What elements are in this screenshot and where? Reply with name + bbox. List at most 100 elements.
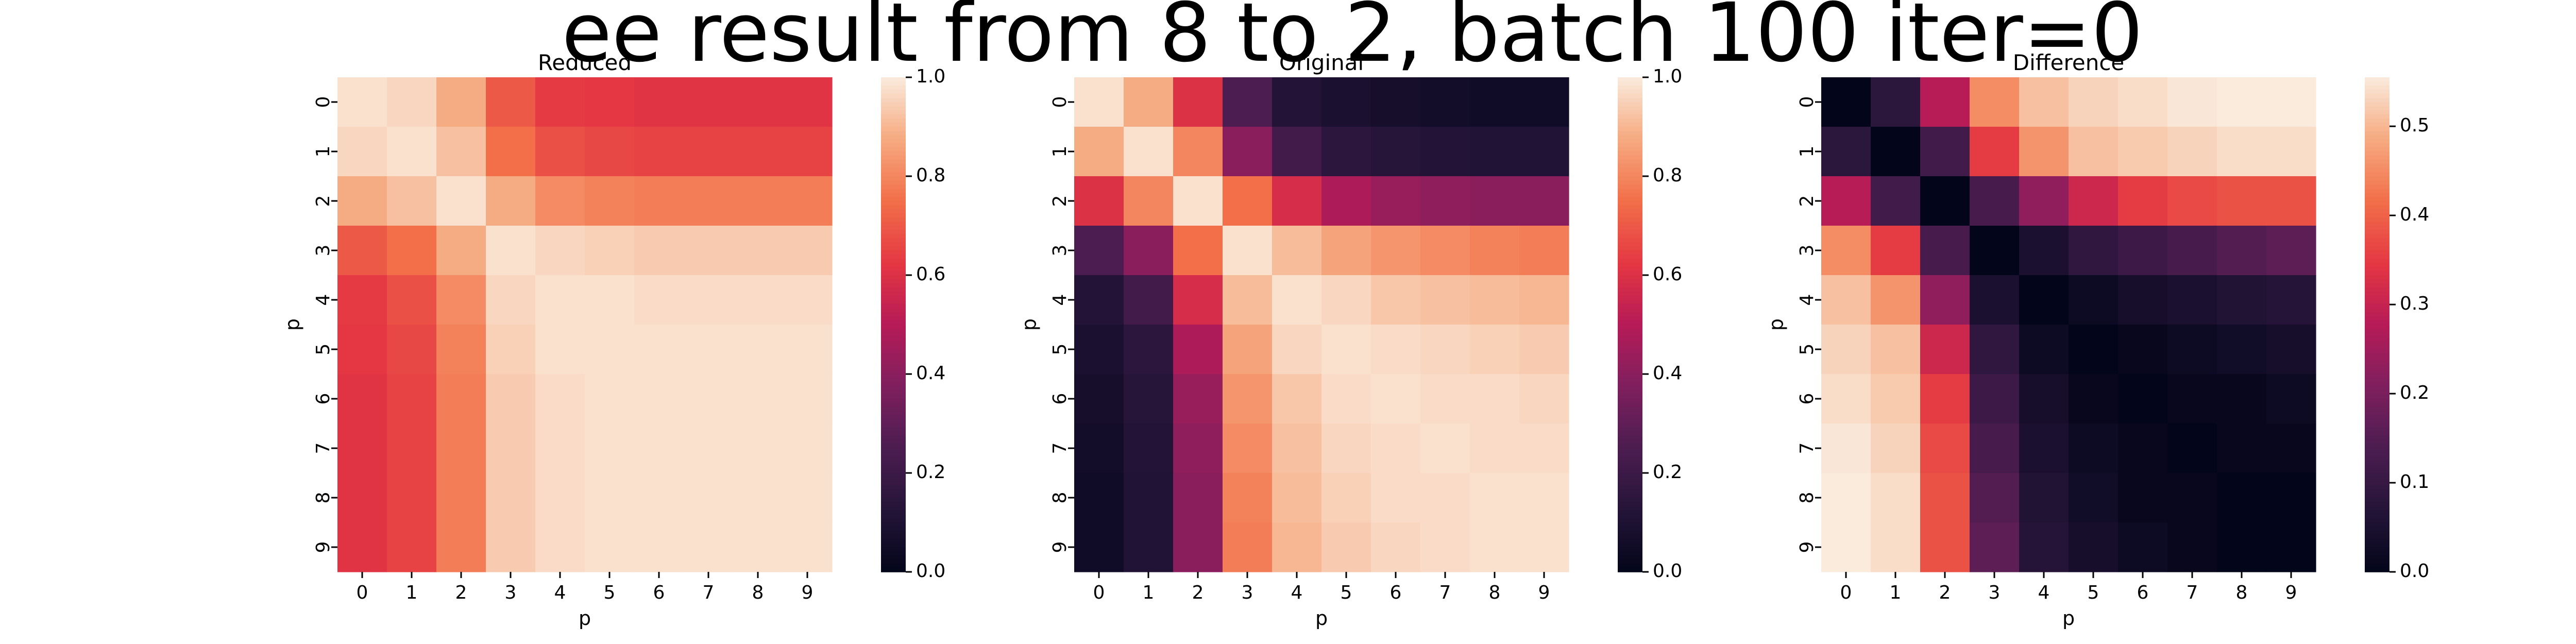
colorbar-segment <box>2365 114 2389 119</box>
heatmap-cell <box>1821 176 1871 226</box>
x-tick-label: 2 <box>1192 582 1204 603</box>
colorbar-segment <box>1618 283 1642 288</box>
colorbar-segment <box>1618 205 1642 210</box>
heatmap-cell <box>1223 77 1273 127</box>
colorbar-segment <box>2365 151 2389 156</box>
panel-title: Difference <box>2013 50 2125 75</box>
x-tick-label: 3 <box>505 582 517 603</box>
heatmap-cell <box>1970 226 2020 276</box>
heatmap-cell <box>2266 127 2316 177</box>
colorbar-segment <box>2365 316 2389 321</box>
colorbar-segment <box>881 106 906 111</box>
colorbar-segment <box>2365 374 2389 379</box>
colorbar-segment <box>2365 465 2389 469</box>
colorbar-segment <box>2365 180 2389 185</box>
heatmap-cell <box>1371 325 1421 375</box>
colorbar-segment <box>881 465 906 469</box>
heatmap-cell <box>2118 226 2168 276</box>
colorbar-segment <box>2365 143 2389 148</box>
colorbar-segment <box>2365 160 2389 164</box>
colorbar-segment <box>1618 131 1642 135</box>
heatmap-cell <box>1173 176 1223 226</box>
colorbar-segment <box>2365 193 2389 197</box>
heatmap-cell <box>1470 127 1520 177</box>
heatmap-cell <box>337 325 387 375</box>
colorbar: 0.0 0.2 0.4 0.6 0.8 1.0 <box>881 66 945 582</box>
colorbar-segment <box>2365 230 2389 234</box>
colorbar-segment <box>881 283 906 288</box>
heatmap-cell <box>783 275 833 325</box>
colorbar-segment <box>2365 197 2389 201</box>
colorbar-segment <box>2365 395 2389 399</box>
heatmap-cell <box>1871 275 1921 325</box>
colorbar-segment <box>1618 514 1642 519</box>
heatmap-cell <box>2167 325 2217 375</box>
y-tick-label: 2 <box>313 195 334 207</box>
colorbar-segment <box>881 469 906 473</box>
heatmap-cell <box>1470 325 1520 375</box>
heatmap-cell <box>337 423 387 473</box>
y-axis-label: p <box>1765 318 1788 331</box>
x-tick-label: 3 <box>1989 582 2001 603</box>
colorbar-segment <box>881 308 906 313</box>
x-tick-label: 2 <box>455 582 467 603</box>
colorbar-segment <box>881 180 906 185</box>
colorbar-segment <box>2365 485 2389 490</box>
colorbar-segment <box>1618 419 1642 424</box>
heatmap-cell <box>1920 226 1970 276</box>
colorbar-segment <box>2365 378 2389 383</box>
heatmap-cell <box>2266 522 2316 572</box>
heatmap-cell <box>585 226 635 276</box>
colorbar-segment <box>1618 209 1642 214</box>
colorbar-segment <box>881 160 906 164</box>
heatmap-cell <box>2019 77 2069 127</box>
colorbar-tick-label: 0.0 <box>2400 561 2429 582</box>
heatmap-cell <box>387 127 437 177</box>
colorbar-segment <box>881 432 906 436</box>
colorbar-segment <box>1618 292 1642 296</box>
figure-suptitle: ee result from 8 to 2, batch 100 iter=0 <box>562 0 2143 80</box>
colorbar: 0.0 0.1 0.2 0.3 0.4 0.5 <box>2365 77 2429 582</box>
colorbar-segment <box>881 448 906 453</box>
heatmap-cell <box>1074 473 1124 523</box>
colorbar-segment <box>1618 345 1642 350</box>
heatmap-cell <box>684 522 734 572</box>
colorbar-segment <box>1618 242 1642 247</box>
colorbar-segment <box>2365 176 2389 181</box>
colorbar-segment <box>2365 370 2389 375</box>
heatmap-cell <box>1519 325 1569 375</box>
heatmap-cell <box>2167 423 2217 473</box>
heatmap-cell <box>1173 473 1223 523</box>
colorbar-segment <box>1618 527 1642 531</box>
colorbar-segment <box>1618 300 1642 304</box>
colorbar-segment <box>1618 255 1642 259</box>
colorbar-segment <box>1618 296 1642 300</box>
heatmap-cell <box>1420 374 1470 424</box>
heatmap-cell <box>1074 522 1124 572</box>
heatmap-cell <box>486 127 536 177</box>
colorbar-segment <box>2365 436 2389 440</box>
colorbar-segment <box>1618 279 1642 284</box>
colorbar-segment <box>1618 428 1642 432</box>
heatmap-cell <box>2167 374 2217 424</box>
x-tick-label: 4 <box>1291 582 1303 603</box>
y-tick-label: 8 <box>313 492 334 504</box>
heatmap-cell <box>2069 473 2119 523</box>
x-tick-label: 6 <box>1390 582 1402 603</box>
colorbar-segment <box>1618 337 1642 342</box>
heatmap-cell <box>1871 473 1921 523</box>
colorbar-segment <box>881 407 906 412</box>
heatmap-cell <box>535 77 585 127</box>
x-axis-label: p <box>1315 607 1328 630</box>
heatmap-cell <box>1970 127 2020 177</box>
x-tick-label: 9 <box>802 582 814 603</box>
heatmap-cell <box>1920 473 1970 523</box>
y-tick-label: 8 <box>1049 492 1071 504</box>
colorbar-tick-label: 1.0 <box>916 66 945 87</box>
colorbar-segment <box>2365 345 2389 350</box>
colorbar-segment <box>881 312 906 317</box>
colorbar-segment <box>1618 250 1642 255</box>
heatmap-cell <box>2167 176 2217 226</box>
colorbar-segment <box>1618 164 1642 168</box>
y-axis-label: p <box>281 318 304 331</box>
